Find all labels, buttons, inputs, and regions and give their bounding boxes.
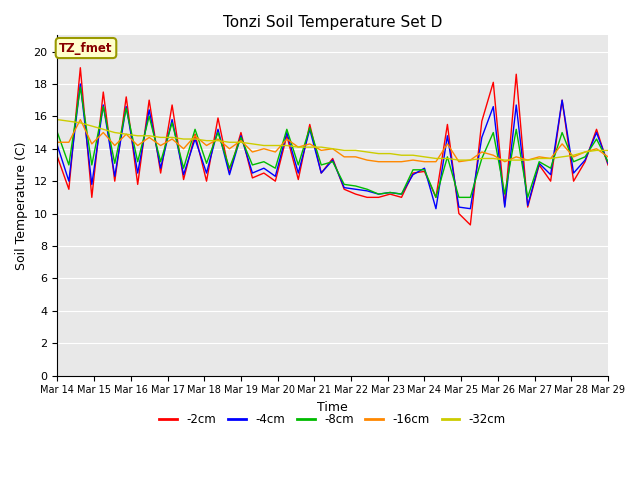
Legend: -2cm, -4cm, -8cm, -16cm, -32cm: -2cm, -4cm, -8cm, -16cm, -32cm <box>155 408 511 431</box>
Title: Tonzi Soil Temperature Set D: Tonzi Soil Temperature Set D <box>223 15 442 30</box>
Y-axis label: Soil Temperature (C): Soil Temperature (C) <box>15 141 28 270</box>
X-axis label: Time: Time <box>317 401 348 414</box>
Text: TZ_fmet: TZ_fmet <box>60 42 113 55</box>
